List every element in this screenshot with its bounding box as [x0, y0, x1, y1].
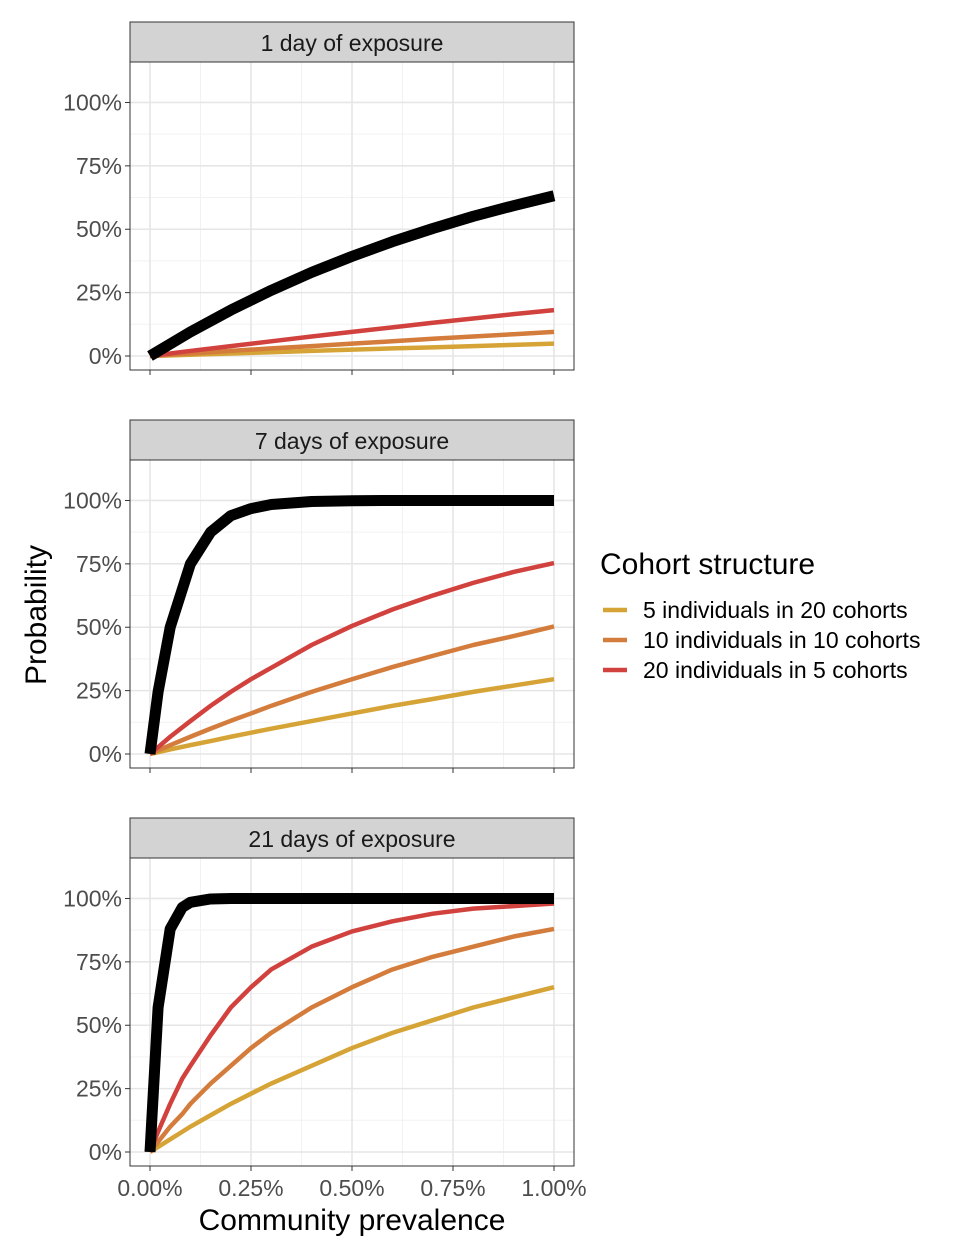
x-axis-title: Community prevalence — [199, 1204, 506, 1237]
panel-strip — [129, 817, 575, 859]
y-tick-label: 75% — [76, 153, 122, 179]
y-tick-label: 75% — [76, 949, 122, 975]
series-line — [149, 676, 555, 757]
panel-strip — [129, 21, 575, 63]
legend: Cohort structure 5 individuals in 20 coh… — [600, 548, 920, 683]
y-tick-label: 75% — [76, 551, 122, 577]
legend-label: 20 individuals in 5 cohorts — [643, 657, 908, 683]
y-tick-label: 50% — [76, 614, 122, 640]
y-axis-title: Probability — [20, 545, 53, 685]
panel-1: 1 day of exposure 0% 25% 50% 75% 100% — [63, 21, 575, 375]
series-line — [144, 494, 554, 755]
series-line — [144, 892, 554, 1153]
x-tick-label: 1.00% — [521, 1175, 586, 1201]
series-line — [148, 926, 555, 1154]
panel-3: 21 days of exposure 0% 25% 50% 75% 100% 0.00% 0… — [63, 817, 587, 1201]
x-tick-label: 0.50% — [319, 1175, 384, 1201]
panel-border — [129, 459, 575, 769]
panel-border — [129, 61, 575, 371]
y-tick-label: 50% — [76, 1012, 122, 1038]
y-tick-label: 0% — [89, 343, 122, 369]
series-line — [149, 624, 555, 757]
y-tick-label: 0% — [89, 741, 122, 767]
legend-entries: 5 individuals in 20 cohorts 10 individual… — [603, 597, 920, 683]
series-line — [149, 329, 555, 359]
legend-label: 5 individuals in 20 cohorts — [643, 597, 908, 623]
y-tick-label: 0% — [89, 1139, 122, 1165]
y-tick-label: 25% — [76, 678, 122, 704]
y-tick-label: 50% — [76, 216, 122, 242]
panel-title: 21 days of exposure — [248, 826, 455, 852]
series-line — [147, 190, 556, 361]
y-tick-label: 100% — [63, 487, 122, 513]
legend-title: Cohort structure — [600, 548, 815, 581]
series-line — [148, 560, 555, 756]
y-tick-label: 100% — [63, 89, 122, 115]
panel-title: 7 days of exposure — [255, 428, 449, 454]
legend-label: 10 individuals in 10 cohorts — [643, 627, 920, 653]
x-tick-label: 0.75% — [420, 1175, 485, 1201]
x-tick-label: 0.25% — [218, 1175, 283, 1201]
series-line — [148, 985, 555, 1154]
y-tick-label: 100% — [63, 885, 122, 911]
panel-border — [129, 857, 575, 1167]
panel-2: 7 days of exposure 0% 25% 50% 75% 100% — [63, 419, 575, 773]
panel-title: 1 day of exposure — [261, 30, 444, 56]
x-tick-label: 0.00% — [117, 1175, 182, 1201]
series-line — [149, 307, 555, 359]
y-tick-label: 25% — [76, 280, 122, 306]
series-line — [147, 901, 555, 1153]
y-tick-label: 25% — [76, 1076, 122, 1102]
